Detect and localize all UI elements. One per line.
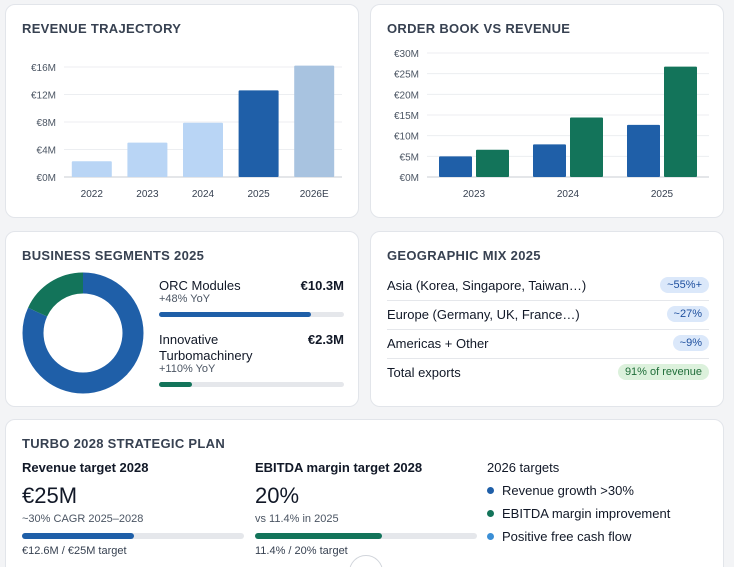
x-tick-label: 2023 xyxy=(463,189,486,200)
segment-turbo-growth: +110% YoY xyxy=(159,363,216,375)
geo-row-total: Total exports 91% of revenue xyxy=(387,359,709,388)
plan-revenue-column: Revenue target 2028 €25M ~30% CAGR 2025–… xyxy=(22,460,244,557)
x-tick-label: 2024 xyxy=(192,189,215,200)
x-tick-label: 2022 xyxy=(81,189,104,200)
geo-row-europe: Europe (Germany, UK, France…) ~27% xyxy=(387,301,709,330)
y-tick-label: €0M xyxy=(400,173,419,184)
segment-orc-name: ORC Modules xyxy=(159,278,241,293)
y-tick-label: €0M xyxy=(37,173,56,184)
geo-badge: ~55%+ xyxy=(660,277,709,293)
y-tick-label: €4M xyxy=(37,146,56,157)
plan-ebitda-progress-fill xyxy=(255,533,382,539)
x-tick-label: 2024 xyxy=(557,189,580,200)
bullet-dot-icon xyxy=(487,510,494,517)
target-text: Revenue growth >30% xyxy=(502,483,634,498)
bar-2026E xyxy=(294,65,335,177)
y-tick-label: €8M xyxy=(37,118,56,129)
y-tick-label: €20M xyxy=(394,90,419,101)
revenue-chart: €0M €4M €8M €12M €16M 2022 2023 2024 2025 2026E xyxy=(31,63,342,200)
revenue-trajectory-title: REVENUE TRAJECTORY xyxy=(22,21,182,36)
target-text: EBITDA margin improvement xyxy=(502,506,671,521)
bar-2025-series-1 xyxy=(664,66,697,177)
y-tick-label: €25M xyxy=(394,70,419,81)
target-text: Positive free cash flow xyxy=(502,529,632,544)
y-tick-label: €30M xyxy=(394,49,419,60)
plan-revenue-value: €25M xyxy=(22,483,78,508)
segment-turbo-bar-fill xyxy=(159,382,193,387)
bar-2023 xyxy=(127,142,168,177)
bar-2024-series-0 xyxy=(533,144,566,177)
plan-ebitda-sub: vs 11.4% in 2025 xyxy=(255,513,339,525)
x-tick-label: 2025 xyxy=(247,189,270,200)
target-item: Revenue growth >30% xyxy=(487,483,711,498)
segment-turbo-name: Innovative Turbomachinery xyxy=(159,332,253,363)
bar-2023-series-0 xyxy=(439,156,472,177)
strategic-plan-title: TURBO 2028 STRATEGIC PLAN xyxy=(22,436,226,451)
geo-label: Americas + Other xyxy=(387,336,489,351)
geo-badge: ~9% xyxy=(672,335,709,351)
plan-targets-column: 2026 targets Revenue growth >30% EBITDA … xyxy=(487,460,711,544)
segment-orc-bar-fill xyxy=(159,312,311,317)
plan-ebitda-progress xyxy=(255,533,477,539)
y-tick-label: €16M xyxy=(31,63,56,74)
geographic-mix-title: GEOGRAPHIC MIX 2025 xyxy=(387,248,541,263)
target-item: EBITDA margin improvement xyxy=(487,506,711,521)
geographic-mix-card: GEOGRAPHIC MIX 2025 Asia (Korea, Singapo… xyxy=(370,231,724,407)
bar-2024-series-1 xyxy=(570,117,603,177)
plan-ebitda-column: EBITDA margin target 2028 20% vs 11.4% i… xyxy=(255,460,477,557)
plan-ebitda-value: 20% xyxy=(255,483,300,508)
geo-label: Asia (Korea, Singapore, Taiwan…) xyxy=(387,278,587,293)
plan-revenue-foot: €12.6M / €25M target xyxy=(22,545,127,557)
segment-turbo-value: €2.3M xyxy=(307,332,344,347)
bullet-dot-icon xyxy=(487,487,494,494)
bar-2023-series-1 xyxy=(476,149,509,177)
segment-orc-growth: +48% YoY xyxy=(159,293,211,305)
segment-orc-value: €10.3M xyxy=(300,278,344,293)
geo-badge: ~27% xyxy=(666,306,709,322)
donut-slice-1 xyxy=(22,272,144,394)
plan-targets-heading: 2026 targets xyxy=(487,460,560,475)
y-tick-label: €15M xyxy=(394,111,419,122)
geo-total-badge: 91% of revenue xyxy=(617,364,709,380)
order-book-title: ORDER BOOK VS REVENUE xyxy=(387,21,571,36)
plan-revenue-heading: Revenue target 2028 xyxy=(22,460,149,475)
geo-label: Europe (Germany, UK, France…) xyxy=(387,307,580,322)
revenue-trajectory-card: REVENUE TRAJECTORY €0M €4M €8M €12M €16M 2022… xyxy=(5,4,359,218)
y-tick-label: €10M xyxy=(394,132,419,143)
bar-2024 xyxy=(183,122,223,177)
plan-revenue-sub: ~30% CAGR 2025–2028 xyxy=(22,513,144,525)
plan-ebitda-heading: EBITDA margin target 2028 xyxy=(255,460,423,475)
y-tick-label: €5M xyxy=(400,152,419,163)
plan-revenue-progress-fill xyxy=(22,533,134,539)
x-tick-label: 2025 xyxy=(651,189,674,200)
target-item: Positive free cash flow xyxy=(487,529,711,544)
x-tick-label: 2026E xyxy=(300,189,329,200)
business-segments-title: BUSINESS SEGMENTS 2025 xyxy=(22,248,205,263)
order-book-card: ORDER BOOK VS REVENUE €0M €5M €10M €15M €20M… xyxy=(370,4,724,218)
geo-total-label: Total exports xyxy=(387,365,461,380)
strategic-plan-card: TURBO 2028 STRATEGIC PLAN Revenue target… xyxy=(5,419,724,567)
geo-row-asia: Asia (Korea, Singapore, Taiwan…) ~55%+ xyxy=(387,272,709,301)
segments-donut-chart xyxy=(22,272,144,394)
bar-2025 xyxy=(238,90,279,177)
segment-turbo-bar xyxy=(159,382,344,387)
business-segments-card: BUSINESS SEGMENTS 2025 ORC Modules €10.3… xyxy=(5,231,359,407)
bullet-dot-icon xyxy=(487,533,494,540)
bar-2022 xyxy=(71,161,112,177)
bar-2025-series-0 xyxy=(627,124,660,177)
segment-orc-bar xyxy=(159,312,344,317)
y-tick-label: €12M xyxy=(31,91,56,102)
plan-revenue-progress xyxy=(22,533,244,539)
x-tick-label: 2023 xyxy=(136,189,159,200)
order-book-chart: €0M €5M €10M €15M €20M €25M €30M 2023 2024 2025 xyxy=(394,49,709,200)
geo-row-americas: Americas + Other ~9% xyxy=(387,330,709,359)
plan-ebitda-foot: 11.4% / 20% target xyxy=(255,545,348,557)
